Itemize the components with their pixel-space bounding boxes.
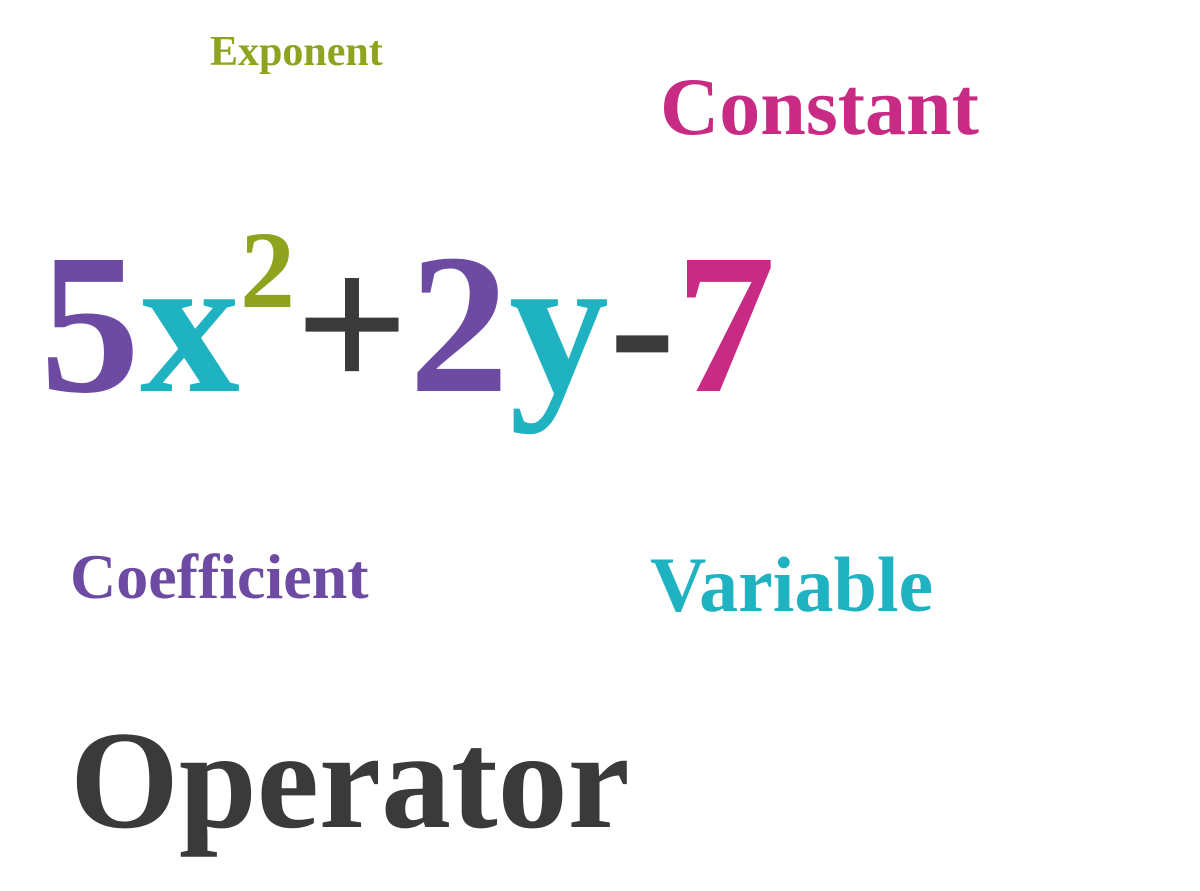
- label-coefficient: Coefficient: [70, 540, 369, 614]
- expression-coefficient-2: 2: [409, 225, 509, 425]
- expression-constant: 7: [676, 225, 776, 425]
- label-coefficient-text: Coefficient: [70, 541, 369, 612]
- label-constant: Constant: [660, 60, 979, 154]
- label-exponent-text: Exponent: [210, 29, 383, 75]
- label-variable: Variable: [650, 540, 933, 630]
- expression-operator-minus: -: [609, 225, 676, 425]
- label-operator: Operator: [70, 700, 630, 861]
- label-exponent: Exponent: [210, 28, 383, 76]
- label-variable-text: Variable: [650, 541, 933, 628]
- expression-variable-1: x: [140, 225, 240, 425]
- expression-exponent: 2: [240, 215, 295, 325]
- label-operator-text: Operator: [70, 703, 630, 858]
- label-constant-text: Constant: [660, 61, 979, 152]
- expression-operator-plus: +: [295, 225, 409, 425]
- expression-coefficient-1: 5: [40, 225, 140, 425]
- expression-variable-2: y: [509, 225, 609, 425]
- algebraic-expression: 5x2+2y-7: [40, 225, 776, 425]
